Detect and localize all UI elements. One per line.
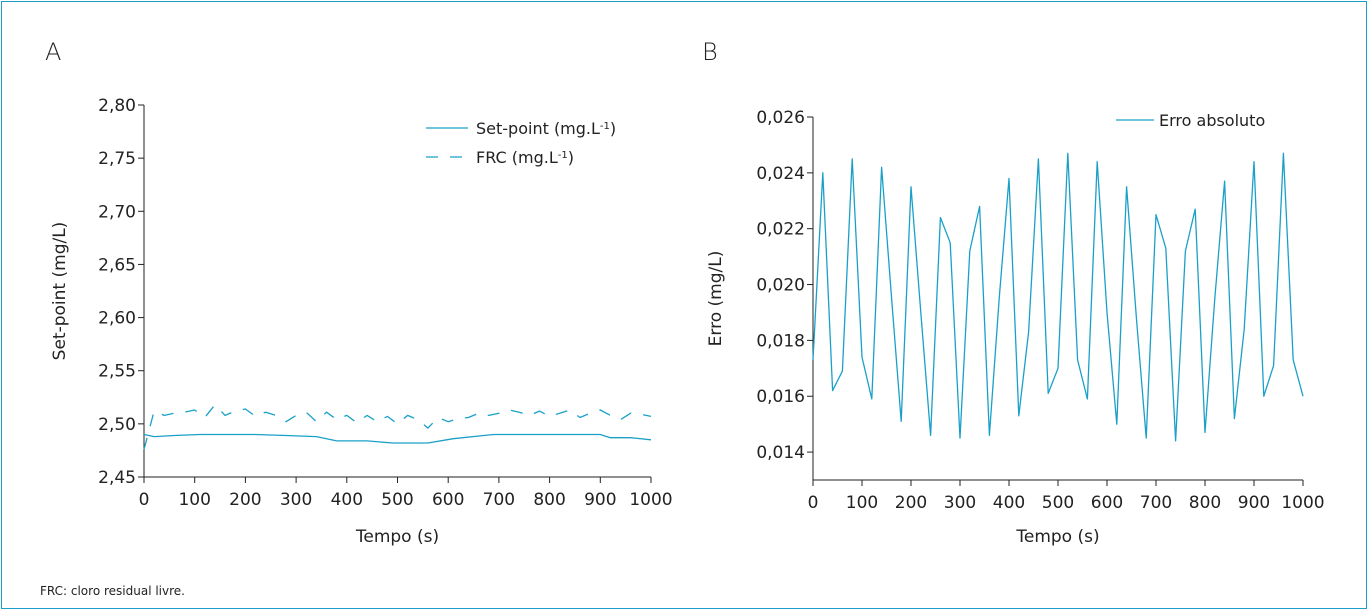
x-tick-label: 100	[846, 493, 878, 513]
y-tick-label: 2,70	[98, 202, 136, 222]
legend-label-superscript: -1	[558, 150, 568, 161]
x-tick-label: 1000	[629, 490, 672, 510]
legend-label-end: )	[568, 148, 574, 167]
x-tick-label: 200	[229, 490, 261, 510]
x-tick-label: 800	[1189, 493, 1221, 513]
y-tick-label: 0,022	[756, 220, 805, 240]
x-tick-label: 400	[993, 493, 1025, 513]
x-tick-label: 700	[483, 490, 515, 510]
y-axis-title: Set-point (mg/L)	[50, 222, 70, 361]
legend-label-end: )	[610, 119, 616, 138]
x-tick-label: 300	[280, 490, 312, 510]
chart-panel-b: B 0,014 0,016 0,018 0,020 0,022 0,024 0,026 0 100…	[702, 38, 1325, 547]
y-tick-label: 2,75	[98, 149, 136, 169]
y-tick-label: 2,45	[98, 468, 136, 488]
x-axis-title: Tempo (s)	[355, 527, 439, 547]
x-tick-label: 500	[1042, 493, 1074, 513]
legend-label: FRC (mg.L-1)	[476, 148, 574, 167]
series-line-set-point	[143, 433, 652, 444]
legend-label: Erro absoluto	[1159, 111, 1265, 130]
x-tick-label: 200	[895, 493, 927, 513]
series-line-erro-absoluto	[812, 152, 1304, 442]
y-tick-label: 0,014	[756, 443, 805, 463]
x-tick-label: 600	[1091, 493, 1123, 513]
x-tick-label: 600	[432, 490, 464, 510]
y-tick-label: 2,65	[98, 255, 136, 275]
x-tick-label: 900	[1238, 493, 1270, 513]
x-axis-title: Tempo (s)	[1015, 527, 1099, 547]
x-tick-label: 500	[381, 490, 413, 510]
legend-label-main: FRC (mg.L	[476, 148, 558, 167]
panel-letter: B	[702, 38, 718, 66]
legend-label-superscript: -1	[600, 121, 610, 132]
x-tick-label: 1000	[1281, 493, 1324, 513]
panel-letter: A	[45, 38, 61, 66]
legend-label-main: Set-point (mg.L	[476, 119, 600, 138]
x-tick-label: 0	[808, 493, 819, 513]
x-tick-label: 900	[584, 490, 616, 510]
y-tick-label: 0,018	[756, 331, 805, 351]
y-tick-label: 2,80	[98, 96, 136, 116]
x-tick-label: 400	[331, 490, 363, 510]
footnote: FRC: cloro residual livre.	[40, 584, 185, 598]
y-tick-label: 0,026	[756, 108, 805, 128]
y-tick-label: 0,020	[756, 276, 805, 296]
chart-panel-a: A 2,45 2,50 2,55 2,60 2,65 2,70 2,75 2,80 0 100 200…	[45, 38, 673, 547]
x-tick-label: 100	[178, 490, 210, 510]
series-line-frc	[143, 404, 652, 450]
x-tick-label: 800	[533, 490, 565, 510]
x-tick-label: 700	[1140, 493, 1172, 513]
y-tick-label: 0,016	[756, 387, 805, 407]
y-tick-label: 0,024	[756, 164, 805, 184]
y-axis-title: Erro (mg/L)	[706, 251, 726, 347]
legend-label-main: Erro absoluto	[1159, 111, 1265, 130]
y-tick-label: 2,50	[98, 415, 136, 435]
y-tick-label: 2,60	[98, 309, 136, 329]
x-tick-label: 300	[944, 493, 976, 513]
x-tick-label: 0	[139, 490, 150, 510]
y-tick-label: 2,55	[98, 362, 136, 382]
legend-label: Set-point (mg.L-1)	[476, 119, 616, 138]
